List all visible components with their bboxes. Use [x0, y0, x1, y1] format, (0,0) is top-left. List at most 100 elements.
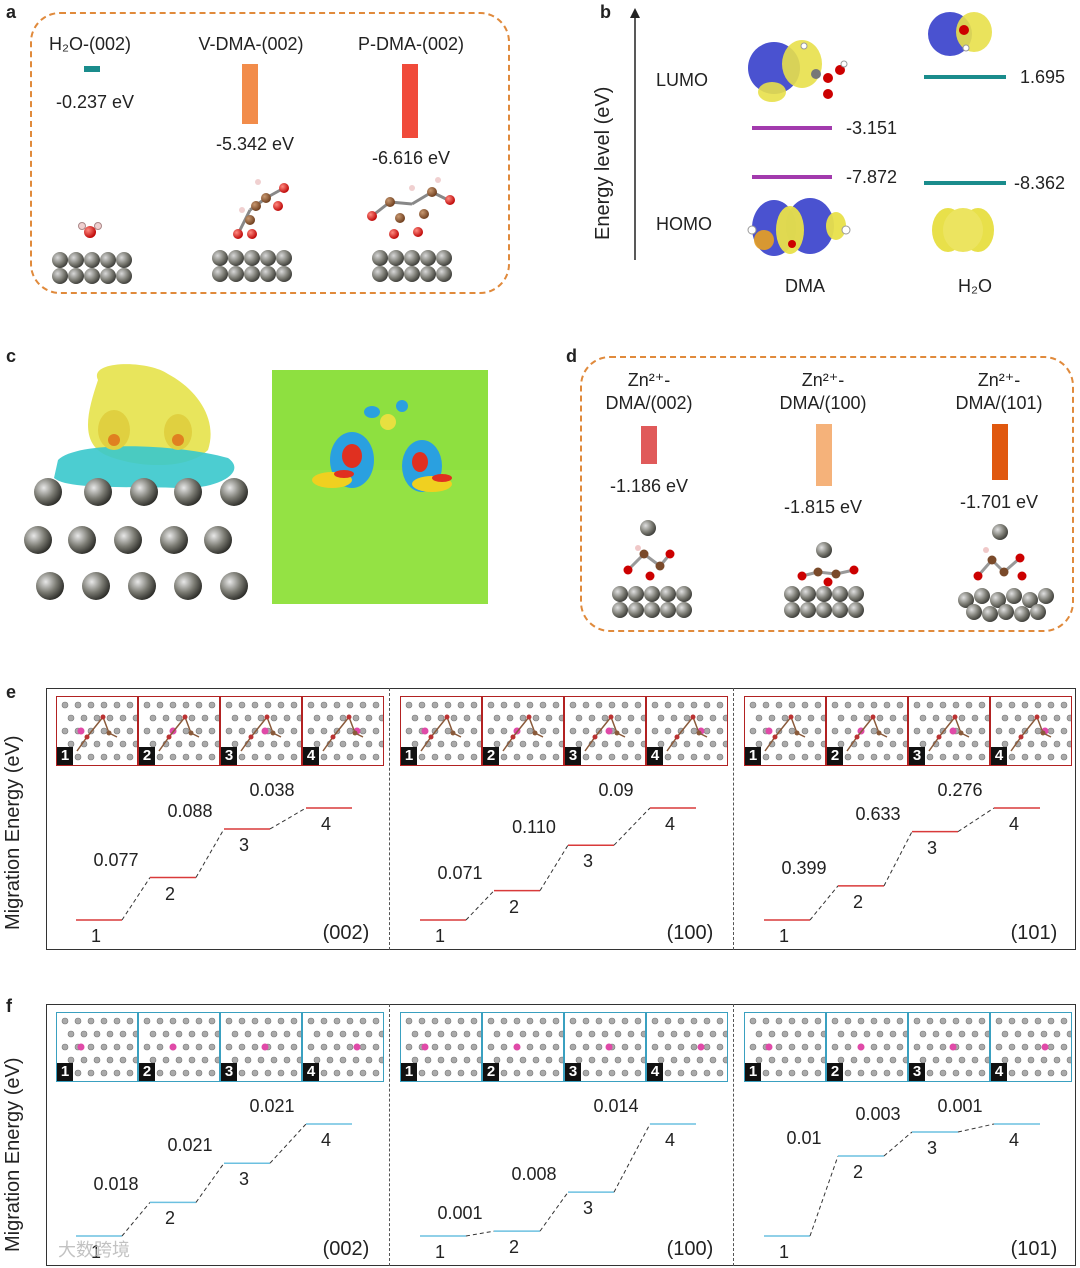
f-barrier-value: 0.003	[855, 1104, 901, 1124]
e-snapshot-number: 3	[909, 747, 925, 765]
f-step-label: 1	[778, 1242, 789, 1262]
b-h2o-name: H₂O	[958, 276, 992, 296]
a-item-1-bar	[84, 66, 100, 72]
f-snapshot-3: 3	[908, 1012, 992, 1082]
d-item-2-title2: DMA/(100)	[779, 393, 867, 413]
e-barrier-value: 0.276	[937, 780, 983, 800]
f-frame	[46, 1004, 1076, 1266]
panel-c-label: c	[6, 346, 17, 366]
f-snapshot-4: 4	[646, 1012, 730, 1082]
f-transition-2	[195, 1162, 225, 1203]
e-step-label: 2	[164, 883, 175, 904]
f-barrier-value: 0.014	[593, 1096, 639, 1116]
f-transition-1	[809, 1155, 839, 1237]
f-snapshot-number: 2	[827, 1063, 843, 1081]
e-barrier-value: 0.071	[437, 862, 483, 883]
panel-a-frame	[30, 12, 510, 294]
a-item-2-bar	[242, 64, 258, 124]
a-structures-illustration	[52, 177, 455, 284]
watermark: 大数跨境	[58, 1240, 130, 1260]
e-snapshot-1: 1	[744, 696, 828, 766]
f-transition-2	[883, 1131, 913, 1157]
f-transition-3	[269, 1123, 307, 1164]
b-h2o-homo-value: -8.362	[1014, 173, 1066, 193]
f-snapshot-number: 4	[647, 1063, 663, 1081]
panel-d-label: d	[566, 346, 577, 366]
a-item-1-title: H₂O-(002)	[48, 34, 131, 54]
e-facet-label: (101)	[1010, 922, 1058, 944]
f-panel-separator	[389, 1004, 390, 1266]
e-snapshot-number: 1	[401, 747, 417, 765]
f-step-label: 2	[508, 1237, 519, 1258]
e-snapshot-number: 4	[647, 747, 663, 765]
e-barrier-value: 0.038	[249, 780, 295, 800]
e-frame	[46, 688, 1076, 950]
a-item-3-value: -6.616 eV	[371, 148, 451, 168]
f-barrier-value: 0.001	[937, 1096, 983, 1116]
e-snapshot-1: 1	[400, 696, 484, 766]
e-snapshot-number: 2	[483, 747, 499, 765]
e-snapshot-number: 3	[221, 747, 237, 765]
e-step-label: 2	[508, 896, 519, 917]
b-dma-lumo-value: -3.151	[846, 118, 898, 138]
b-dma-orbital-illustration	[747, 40, 851, 256]
f-snapshot-1: 1	[400, 1012, 484, 1082]
a-slab-2	[212, 179, 292, 282]
f-snapshot-number: 2	[139, 1063, 155, 1081]
e-step-label: 4	[664, 814, 675, 834]
e-panel-separator	[389, 688, 390, 950]
d-slab-2	[784, 542, 864, 618]
f-step-label: 1	[90, 1242, 101, 1262]
e-barrier-value: 0.633	[855, 803, 901, 824]
f-snapshot-number: 3	[565, 1063, 581, 1081]
e-snapshot-number: 2	[827, 747, 843, 765]
f-snapshot-number: 4	[991, 1063, 1007, 1081]
f-barrier-value: 0.001	[437, 1203, 483, 1224]
f-transition-1	[465, 1230, 495, 1237]
e-step-label: 3	[582, 851, 593, 872]
f-snapshot-number: 4	[303, 1063, 319, 1081]
e-step-label: 2	[852, 891, 863, 912]
b-dma-homo-level	[752, 175, 832, 179]
panel-d-frame	[580, 356, 1074, 632]
e-snapshot-3: 3	[564, 696, 648, 766]
e-snapshot-3: 3	[220, 696, 304, 766]
e-facet-label: (002)	[322, 922, 370, 944]
d-item-1-bar	[641, 426, 657, 464]
e-step-label: 1	[434, 926, 445, 946]
f-snapshot-number: 1	[401, 1063, 417, 1081]
d-item-3-title2: DMA/(101)	[955, 393, 1043, 413]
b-dma-name: DMA	[785, 276, 825, 296]
b-h2o-lumo-level	[924, 75, 1006, 79]
f-snapshot-3: 3	[564, 1012, 648, 1082]
f-facet-label: (100)	[666, 1238, 714, 1260]
f-step-label: 4	[320, 1130, 331, 1150]
a-slab-1	[52, 222, 132, 284]
d-item-3-bar	[992, 424, 1008, 480]
d-item-3-value: -1.701 eV	[959, 492, 1039, 512]
d-slab-1	[612, 520, 692, 618]
e-barrier-value: 0.399	[781, 857, 827, 878]
a-item-2-value: -5.342 eV	[215, 134, 295, 154]
a-item-2-title: V-DMA-(002)	[198, 34, 304, 54]
e-panel-separator	[733, 688, 734, 950]
f-barrier-value: 0.008	[511, 1164, 557, 1185]
f-step-label: 1	[434, 1242, 445, 1262]
f-step-label: 3	[582, 1198, 593, 1219]
e-snapshot-2: 2	[826, 696, 910, 766]
b-lumo-label: LUMO	[656, 70, 709, 90]
f-step-label: 2	[852, 1162, 863, 1182]
f-transition-2	[539, 1191, 569, 1232]
f-transition-3	[613, 1123, 651, 1193]
e-snapshot-2: 2	[138, 696, 222, 766]
a-item-3-bar	[402, 64, 418, 138]
e-step-label: 1	[90, 926, 101, 946]
panel-e-label: e	[6, 682, 17, 702]
b-dma-homo-value: -7.872	[846, 167, 898, 187]
b-h2o-homo-level	[924, 181, 1006, 185]
e-snapshot-3: 3	[908, 696, 992, 766]
f-snapshot-4: 4	[302, 1012, 386, 1082]
e-snapshot-number: 2	[139, 747, 155, 765]
